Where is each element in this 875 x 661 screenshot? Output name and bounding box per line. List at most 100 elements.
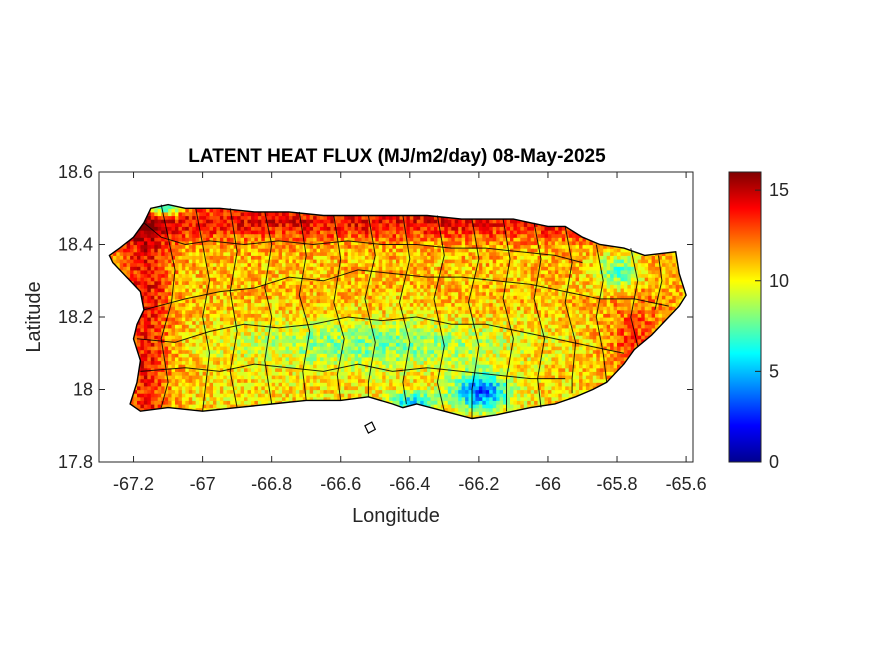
heatmap-cell — [568, 393, 573, 398]
heatmap-cell — [371, 371, 376, 376]
heatmap-cell — [143, 407, 148, 412]
heatmap-cell — [575, 382, 580, 387]
heatmap-cell — [516, 327, 521, 333]
heatmap-cell — [579, 356, 584, 362]
heatmap-cell — [520, 364, 525, 369]
heatmap-cell — [534, 356, 539, 362]
heatmap-cell — [178, 353, 183, 358]
heatmap-cell — [516, 393, 521, 398]
heatmap-cell — [309, 396, 314, 401]
heatmap-cell — [226, 353, 231, 358]
heatmap-cell — [516, 320, 521, 325]
heatmap-cell — [530, 327, 535, 333]
heatmap-cell — [561, 320, 566, 325]
heatmap-cell — [171, 371, 176, 376]
heatmap-cell — [641, 335, 646, 340]
heatmap-cell — [513, 367, 518, 372]
heatmap-cell — [399, 375, 404, 380]
heatmap-cell — [382, 375, 387, 380]
heatmap-cell — [306, 353, 311, 358]
heatmap-cell — [385, 378, 390, 383]
heatmap-cell — [295, 331, 300, 336]
heatmap-cell — [295, 367, 300, 372]
heatmap-cell — [451, 349, 456, 354]
heatmap-cell — [572, 375, 577, 380]
heatmap-cell — [561, 324, 566, 329]
heatmap-cell — [157, 364, 162, 369]
heatmap-cell — [430, 375, 435, 380]
heatmap-cell — [240, 404, 245, 409]
heatmap-cell — [206, 404, 211, 409]
heatmap-cell — [288, 342, 293, 347]
heatmap-cell — [589, 324, 594, 329]
heatmap-cell — [572, 371, 577, 376]
heatmap-cell — [610, 371, 615, 376]
heatmap-cell — [468, 338, 473, 343]
heatmap-cell — [302, 364, 307, 369]
heatmap-cell — [288, 338, 293, 343]
heatmap-cell — [316, 342, 321, 347]
heatmap-cell — [489, 335, 494, 340]
heatmap-cell — [530, 353, 535, 358]
heatmap-cell — [513, 360, 518, 365]
heatmap-cell — [371, 324, 376, 329]
heatmap-cell — [520, 396, 525, 401]
heatmap-cell — [399, 378, 404, 383]
heatmap-cell — [181, 396, 186, 401]
heatmap-cell — [261, 320, 266, 325]
heatmap-cell — [323, 349, 328, 354]
heatmap-cell — [368, 382, 373, 387]
heatmap-cell — [506, 404, 511, 409]
heatmap-cell — [268, 335, 273, 340]
heatmap-cell — [478, 407, 483, 412]
heatmap-cell — [292, 317, 297, 322]
heatmap-cell — [534, 320, 539, 325]
heatmap-cell — [389, 320, 394, 325]
heatmap-cell — [416, 349, 421, 354]
heatmap-cell — [333, 327, 338, 333]
heatmap-cell — [316, 317, 321, 322]
heatmap-cell — [292, 389, 297, 394]
heatmap-cell — [237, 400, 242, 405]
heatmap-cell — [551, 360, 556, 365]
heatmap-cell — [392, 367, 397, 372]
heatmap-cell — [416, 385, 421, 391]
heatmap-cell — [309, 385, 314, 391]
heatmap-cell — [351, 385, 356, 391]
heatmap-cell — [288, 393, 293, 398]
heatmap-cell — [299, 331, 304, 336]
heatmap-cell — [323, 317, 328, 322]
heatmap-cell — [551, 385, 556, 391]
heatmap-cell — [226, 389, 231, 394]
heatmap-cell — [527, 335, 532, 340]
heatmap-cell — [634, 331, 639, 336]
heatmap-cell — [337, 342, 342, 347]
heatmap-cell — [278, 356, 283, 362]
heatmap-cell — [440, 393, 445, 398]
heatmap-cell — [523, 367, 528, 372]
heatmap-cell — [534, 389, 539, 394]
heatmap-cell — [537, 375, 542, 380]
heatmap-cell — [323, 378, 328, 383]
heatmap-cell — [351, 378, 356, 383]
heatmap-cell — [358, 320, 363, 325]
heatmap-cell — [589, 346, 594, 351]
heatmap-cell — [603, 360, 608, 365]
heatmap-cell — [299, 324, 304, 329]
heatmap-cell — [568, 378, 573, 383]
heatmap-cell — [354, 375, 359, 380]
heatmap-cell — [154, 385, 159, 391]
heatmap-cell — [499, 404, 504, 409]
heatmap-cell — [271, 342, 276, 347]
heatmap-cell — [451, 400, 456, 405]
heatmap-cell — [344, 327, 349, 333]
heatmap-cell — [347, 385, 352, 391]
heatmap-cell — [385, 331, 390, 336]
heatmap-cell — [275, 346, 280, 351]
heatmap-cell — [582, 331, 587, 336]
heatmap-cell — [465, 331, 470, 336]
heatmap-cell — [485, 342, 490, 347]
heatmap-cell — [275, 338, 280, 343]
heatmap-cell — [209, 385, 214, 391]
heatmap-cell — [192, 364, 197, 369]
